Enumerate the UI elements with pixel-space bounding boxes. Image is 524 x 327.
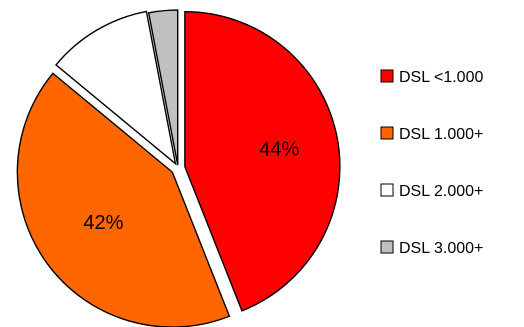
pie-slice-4 (147, 9, 179, 166)
pie-label-2: 42% (83, 212, 123, 234)
pie-labels: 44% 42% (83, 139, 299, 235)
legend-swatch-3 (380, 183, 394, 197)
legend-label-1: DSL <1.000 (399, 69, 483, 86)
pie-slice-1 (184, 10, 341, 312)
legend-label-4: DSL 3.000+ (399, 240, 483, 257)
pie-slice-3 (55, 10, 177, 166)
legend-label-3: DSL 2.000+ (399, 183, 483, 200)
legend-swatch-4 (380, 240, 394, 254)
pie-slices (16, 9, 341, 327)
legend-swatch-1 (380, 69, 394, 83)
pie-label-1: 44% (259, 139, 299, 161)
legend: DSL <1.000 DSL 1.000+ DSL 2.000+ DSL 3.000+ (380, 69, 483, 257)
legend-swatch-2 (380, 126, 394, 140)
legend-label-2: DSL 1.000+ (399, 126, 483, 143)
